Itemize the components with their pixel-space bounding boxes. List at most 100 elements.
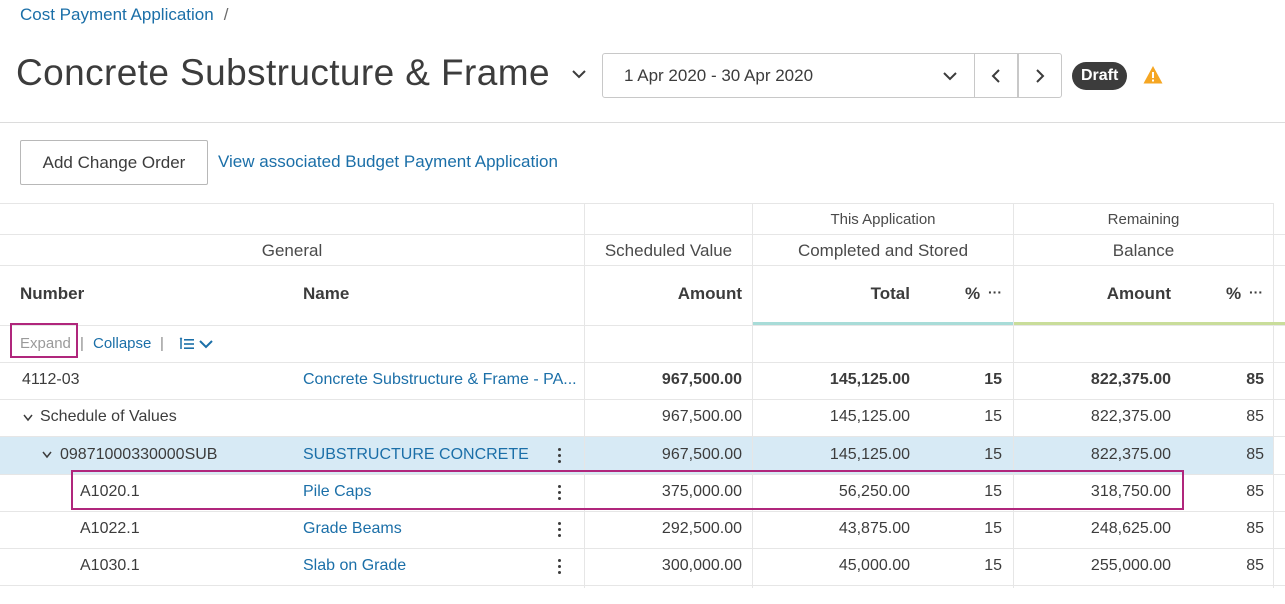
section-header-completed-stored: Completed and Stored	[797, 241, 969, 260]
highlight-box-pile-caps-row	[71, 470, 1184, 510]
section-header-general: General	[261, 241, 323, 260]
divider	[0, 234, 1285, 235]
section-header-balance: Balance	[1112, 241, 1175, 260]
completed-total: 43,875.00	[838, 520, 910, 537]
balance-amount: 822,375.00	[1090, 446, 1171, 463]
row-actions-kebab-icon[interactable]	[558, 559, 562, 577]
balance-percent: 85	[1246, 371, 1264, 388]
completed-percent: 15	[984, 371, 1002, 388]
balance-amount: 822,375.00	[1090, 371, 1171, 388]
divider	[0, 265, 1285, 266]
row-actions-kebab-icon[interactable]	[558, 448, 562, 466]
completed-percent: 15	[984, 408, 1002, 425]
chevron-down-icon[interactable]	[41, 450, 53, 460]
status-badge: Draft	[1072, 62, 1128, 90]
breadcrumb-link[interactable]: Cost Payment Application	[20, 5, 214, 24]
expand-link[interactable]: Expand	[20, 335, 71, 352]
group-header-this-application: This Application	[830, 211, 936, 228]
balance-percent: 85	[1246, 408, 1264, 425]
column-divider	[584, 203, 585, 588]
scheduled-amount: 967,500.00	[661, 408, 742, 425]
divider	[0, 203, 1273, 204]
column-header-scheduled-amount[interactable]: Amount	[677, 284, 742, 303]
column-options-icon[interactable]: ···	[1249, 284, 1263, 300]
completed-total: 56,250.00	[838, 483, 910, 500]
balance-percent: 85	[1246, 483, 1264, 500]
row-actions-kebab-icon[interactable]	[558, 485, 562, 503]
balance-percent: 85	[1246, 557, 1264, 574]
column-header-total[interactable]: Total	[870, 284, 910, 303]
divider	[0, 436, 1285, 437]
control-separator: |	[80, 335, 84, 352]
column-divider	[1013, 203, 1014, 588]
page-title: Concrete Substructure & Frame	[16, 52, 550, 93]
scheduled-amount: 300,000.00	[661, 557, 742, 574]
divider	[0, 585, 1285, 586]
chevron-left-icon	[991, 69, 1000, 83]
highlight-box-expand	[10, 323, 78, 358]
payment-table: This Application Remaining General Sched…	[0, 203, 1285, 590]
scheduled-amount: 375,000.00	[661, 483, 742, 500]
column-divider	[752, 203, 753, 588]
column-header-percent[interactable]: %	[965, 284, 981, 303]
row-name-link[interactable]: Slab on Grade	[303, 557, 407, 574]
row-number: A1030.1	[80, 557, 140, 574]
completed-total: 45,000.00	[838, 557, 910, 574]
view-budget-payment-link[interactable]: View associated Budget Payment Applicati…	[218, 152, 558, 171]
previous-period-button[interactable]	[974, 53, 1018, 98]
row-number: 09871000330000SUB	[60, 446, 218, 463]
row-name-link[interactable]: Concrete Substructure & Frame - PA...	[303, 371, 577, 388]
section-header-scheduled-value: Scheduled Value	[604, 241, 733, 260]
remaining-column-accent	[1014, 322, 1285, 325]
breadcrumb-separator: /	[223, 5, 229, 24]
column-header-name[interactable]: Name	[303, 284, 350, 303]
completed-percent: 15	[984, 557, 1002, 574]
balance-percent: 85	[1246, 446, 1264, 463]
period-select[interactable]: 1 Apr 2020 - 30 Apr 2020	[602, 53, 975, 98]
completed-total: 145,125.00	[829, 371, 910, 388]
row-number: A1020.1	[80, 483, 140, 500]
row-number: Schedule of Values	[40, 408, 177, 425]
divider	[0, 362, 1285, 363]
group-header-remaining: Remaining	[1107, 211, 1180, 228]
balance-percent: 85	[1246, 520, 1264, 537]
title-chevron-down-icon[interactable]	[571, 68, 587, 80]
completed-percent: 15	[984, 446, 1002, 463]
period-select-value: 1 Apr 2020 - 30 Apr 2020	[624, 66, 814, 85]
chevron-down-icon	[943, 72, 957, 81]
chevron-down-icon[interactable]	[22, 413, 34, 423]
column-options-icon[interactable]: ···	[988, 284, 1002, 300]
scheduled-amount: 967,500.00	[661, 446, 742, 463]
divider	[0, 474, 1285, 475]
row-number: 4112-03	[22, 371, 80, 388]
next-period-button[interactable]	[1018, 53, 1062, 98]
divider	[0, 511, 1285, 512]
level-selector-icon[interactable]	[179, 336, 217, 352]
row-name-link[interactable]: SUBSTRUCTURE CONCRETE	[303, 446, 529, 463]
column-divider	[1273, 203, 1274, 588]
header-divider	[0, 122, 1285, 123]
chevron-right-icon	[1036, 69, 1045, 83]
column-header-remaining-percent[interactable]: %	[1226, 284, 1242, 303]
breadcrumb: Cost Payment Application /	[20, 5, 228, 25]
scheduled-amount: 967,500.00	[661, 371, 742, 388]
divider	[0, 325, 1285, 326]
completed-column-accent	[753, 322, 1013, 325]
column-header-number[interactable]: Number	[20, 284, 85, 303]
control-separator: |	[160, 335, 164, 352]
row-name-link[interactable]: Grade Beams	[303, 520, 402, 537]
completed-percent: 15	[984, 483, 1002, 500]
row-name-link[interactable]: Pile Caps	[303, 483, 372, 500]
balance-amount: 255,000.00	[1090, 557, 1171, 574]
balance-amount: 248,625.00	[1090, 520, 1171, 537]
warning-icon[interactable]	[1143, 65, 1163, 85]
add-change-order-button[interactable]: Add Change Order	[20, 140, 208, 185]
selected-row-background	[0, 437, 1273, 474]
balance-amount: 822,375.00	[1090, 408, 1171, 425]
column-header-remaining-amount[interactable]: Amount	[1106, 284, 1171, 303]
row-actions-kebab-icon[interactable]	[558, 522, 562, 540]
collapse-link[interactable]: Collapse	[93, 335, 152, 352]
row-number: A1022.1	[80, 520, 140, 537]
completed-percent: 15	[984, 520, 1002, 537]
scheduled-amount: 292,500.00	[661, 520, 742, 537]
